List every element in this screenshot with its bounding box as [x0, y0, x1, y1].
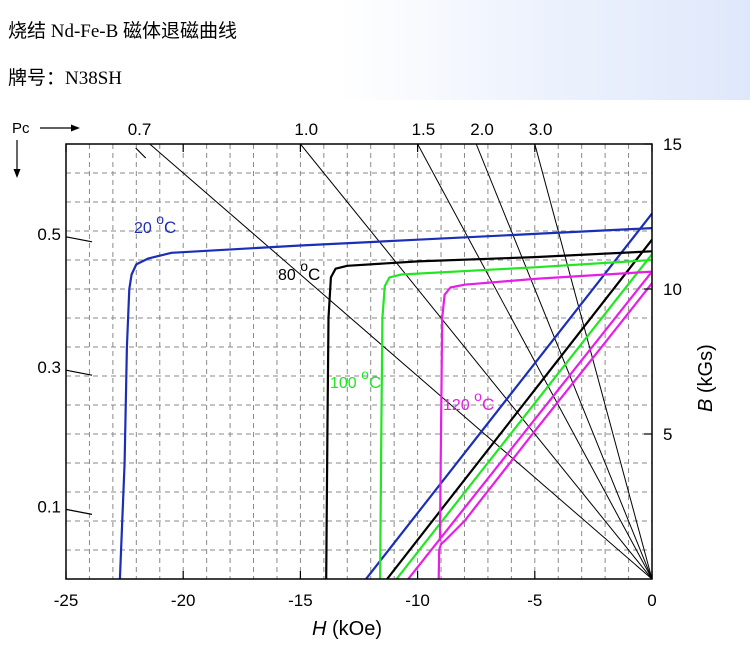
series-recoil-line — [407, 270, 652, 579]
series-label: 100 oC — [330, 366, 381, 392]
pc-left-label: 0.1 — [37, 497, 61, 516]
x-axis-title-symbol: H — [312, 618, 327, 640]
pc-lines — [149, 144, 652, 579]
header-band: 烧结 Nd-Fe-B 磁体退磁曲线 牌号：N38SH — [0, 0, 750, 100]
y-axis-title-symbol: B — [695, 399, 717, 412]
pc-arrow-right-head — [71, 124, 80, 132]
x-axis-title: H (kOe) — [312, 618, 382, 640]
page-title: 烧结 Nd-Fe-B 磁体退磁曲线 — [8, 21, 238, 42]
x-tick-label: 0 — [647, 591, 656, 610]
y-tick-label: 5 — [663, 425, 672, 444]
x-tick-label: -10 — [405, 591, 430, 610]
y-tick-label: 10 — [663, 280, 682, 299]
pc-line — [149, 144, 652, 579]
series-recoil-line — [386, 239, 652, 579]
y-tick-label: 15 — [663, 135, 682, 154]
pc-axis-label: Pc — [12, 120, 30, 137]
axes: -25 -20 -15 -10 -5 0 5 10 15 0.7 1.0 1.5 2.0 3.0 0.5 0.… — [37, 120, 682, 610]
series-label: 80 oC — [278, 258, 320, 284]
x-tick-label: -20 — [171, 591, 196, 610]
pc-top-label: 3.0 — [529, 120, 553, 139]
plot-frame — [65, 143, 653, 580]
pc-top-label: 1.0 — [294, 120, 318, 139]
pc-top-label: 1.5 — [412, 120, 436, 139]
pc-left-label: 0.5 — [37, 225, 61, 244]
x-axis-title-unit: (kOe) — [326, 618, 382, 640]
series-layer — [118, 212, 652, 579]
pc-line — [475, 144, 652, 579]
pc-top-tick — [135, 147, 147, 159]
x-tick-label: -25 — [54, 591, 79, 610]
x-tick-label: -5 — [527, 591, 542, 610]
series-b-curve — [118, 227, 652, 579]
pc-left-tick — [65, 236, 93, 243]
pc-line — [300, 144, 652, 579]
pc-left-tick — [65, 508, 93, 515]
pc-left-label: 0.3 — [37, 358, 61, 377]
series-b-curve-upper — [438, 270, 652, 542]
x-tick-label: -15 — [288, 591, 313, 610]
grid — [66, 144, 652, 579]
series-label: 20 oC — [134, 211, 176, 237]
series-b-curve — [437, 282, 652, 579]
pc-arrow-down-head — [13, 169, 21, 178]
y-axis-title-unit: (kGs) — [695, 344, 717, 398]
pc-line — [417, 144, 652, 579]
pc-top-label: 2.0 — [470, 120, 494, 139]
y-axis-title: B (kGs) — [695, 344, 717, 412]
page-subtitle: 牌号：N38SH — [8, 68, 123, 89]
series-recoil-line — [395, 253, 652, 579]
series-labels: 20 oC 80 oC 100 oC 120 oC — [134, 211, 494, 414]
series-label: 120 oC — [443, 388, 494, 414]
pc-line — [534, 144, 652, 579]
series-b-curve — [379, 258, 652, 579]
series-b-curve — [325, 250, 652, 579]
pc-left-tick — [65, 369, 93, 376]
pc-top-label: 0.7 — [128, 120, 152, 139]
